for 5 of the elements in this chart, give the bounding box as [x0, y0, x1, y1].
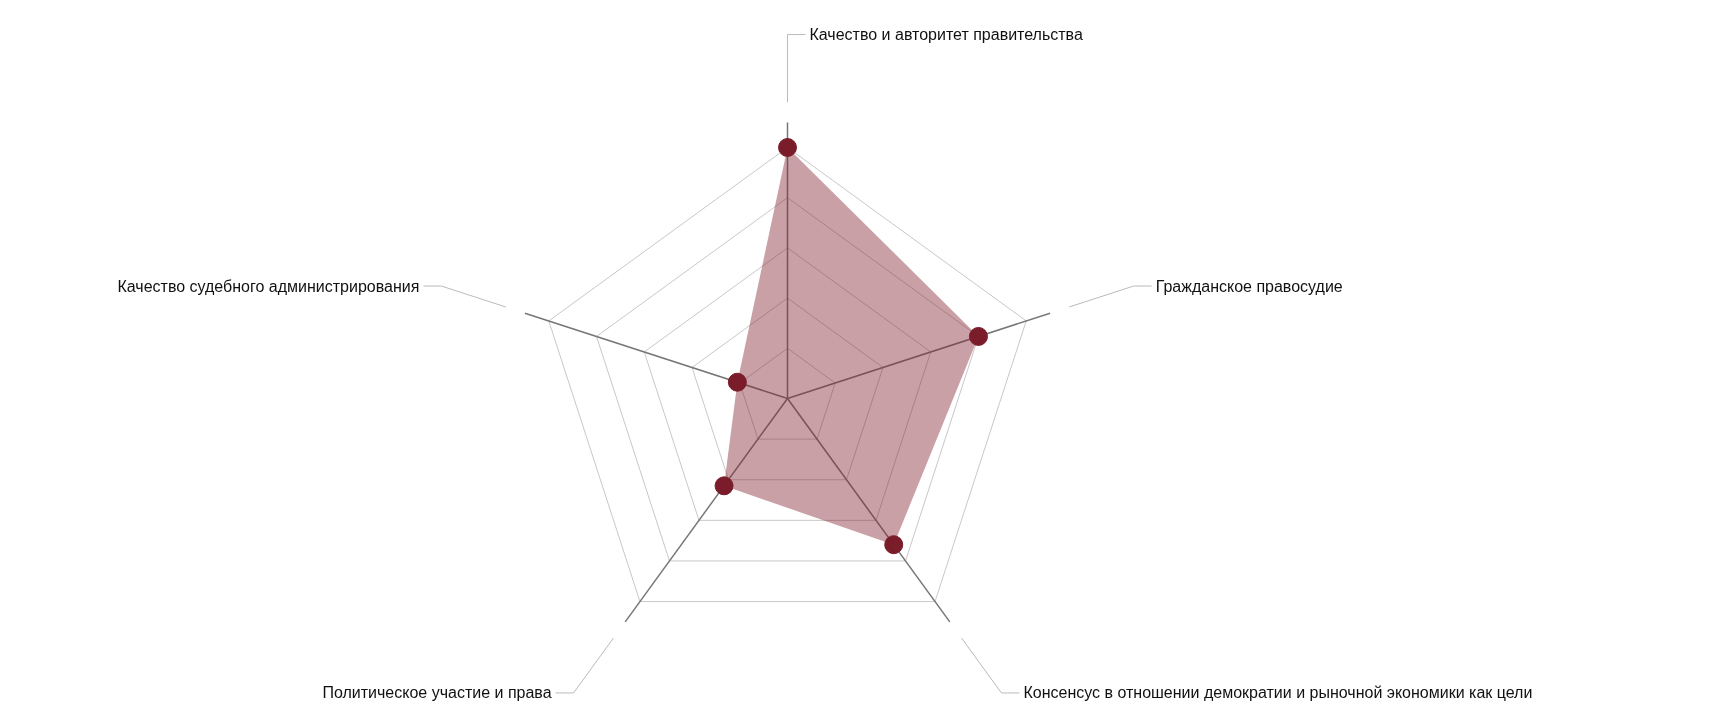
spoke-label: Консенсус в отношении демократии и рыночной экономики как цели [1023, 684, 1533, 702]
spoke-label: Гражданское правосудие [1155, 277, 1343, 295]
spoke-label: Политическое участие и права [322, 684, 552, 702]
spoke-label: Качество судебного администрирования [117, 277, 420, 295]
spoke-label: Качество и авторитет правительства [809, 26, 1083, 44]
